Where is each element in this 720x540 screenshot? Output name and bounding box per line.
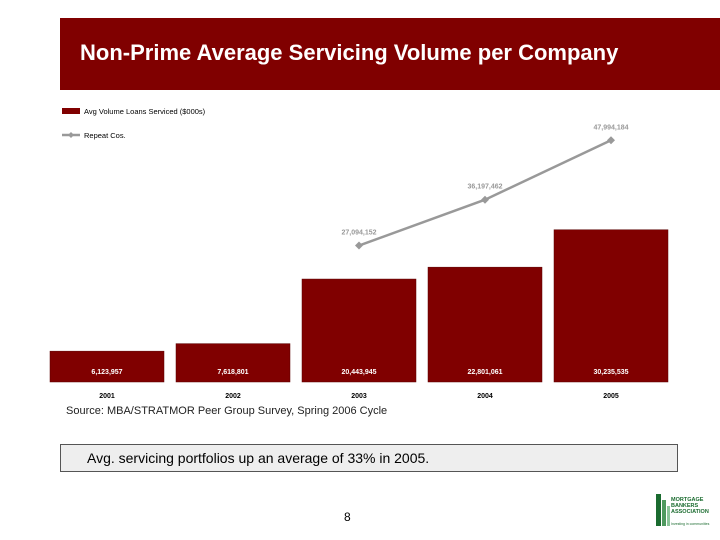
callout-text: Avg. servicing portfolios up an average …: [87, 450, 430, 466]
bar-line-chart: Avg Volume Loans Serviced ($000s) Repeat …: [49, 107, 669, 400]
legend-line-label: Repeat Cos.: [84, 131, 126, 140]
chart-legend: Avg Volume Loans Serviced ($000s) Repeat …: [62, 107, 206, 140]
legend-bar-label: Avg Volume Loans Serviced ($000s): [84, 107, 206, 116]
line-point-2004: [481, 195, 489, 204]
mba-logo: MORTGAGE BANKERS ASSOCIATION Investing i…: [656, 492, 716, 532]
x-tick-2004: 2004: [477, 393, 493, 400]
bar-2003: [301, 278, 417, 383]
source-note: Source: MBA/STRATMOR Peer Group Survey, …: [66, 405, 388, 417]
title-bar: Non-Prime Average Servicing Volume per C…: [60, 18, 720, 90]
x-tick-2005: 2005: [603, 393, 619, 400]
line-point-2003: [355, 241, 363, 250]
bar-label-2004: 22,801,061: [467, 369, 502, 376]
line-label-2005: 47,994,184: [593, 124, 628, 131]
bar-2002: [175, 343, 291, 383]
bar-series: 6,123,957 7,618,801 20,443,945 22,801,061 30…: [49, 229, 669, 383]
bar-label-2002: 7,618,801: [217, 369, 248, 376]
logo-name: MORTGAGE BANKERS ASSOCIATION: [671, 497, 709, 515]
logo-mark-icon: [656, 494, 670, 526]
line-label-2004: 36,197,462: [467, 184, 502, 191]
logo-tagline: Investing in communities: [671, 522, 710, 526]
x-axis: 2001 2002 2003 2004 2005: [99, 393, 619, 400]
x-tick-2002: 2002: [225, 393, 241, 400]
bar-2001: [49, 350, 165, 383]
bar-2005: [553, 229, 669, 383]
line-series: 27,094,152 36,197,462 47,994,184: [341, 124, 629, 250]
bar-label-2005: 30,235,535: [593, 369, 628, 376]
bar-2004: [427, 266, 543, 383]
bar-label-2001: 6,123,957: [91, 369, 122, 376]
bar-label-2003: 20,443,945: [341, 369, 376, 376]
legend-line-marker: [68, 132, 74, 138]
page-number: 8: [344, 510, 351, 524]
legend-bar-swatch: [62, 108, 80, 114]
line-label-2003: 27,094,152: [341, 230, 376, 237]
x-tick-2001: 2001: [99, 393, 115, 400]
page-title: Non-Prime Average Servicing Volume per C…: [80, 40, 619, 65]
x-tick-2003: 2003: [351, 393, 367, 400]
line-point-2005: [607, 136, 615, 145]
callout-box: Avg. servicing portfolios up an average …: [60, 444, 678, 472]
